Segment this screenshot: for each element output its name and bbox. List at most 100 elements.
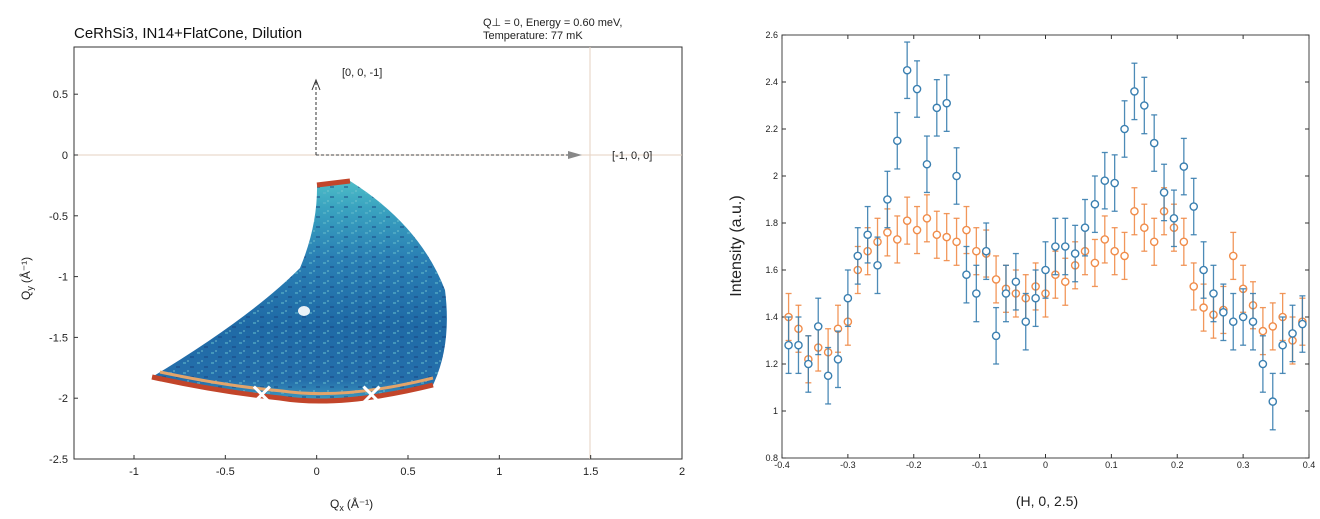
right-xtick-label: 0 xyxy=(1043,460,1048,470)
data-point xyxy=(1179,217,1189,266)
right-ytick-label: 2 xyxy=(773,171,778,181)
data-point xyxy=(1228,231,1238,281)
heatmap-top-edge xyxy=(316,178,351,188)
arrow-up-head xyxy=(311,78,321,91)
data-point xyxy=(942,74,951,133)
left-ylabel: Qy (Å⁻¹) xyxy=(18,257,35,300)
data-point xyxy=(1051,217,1060,276)
right-ytick-label: 1 xyxy=(773,406,778,416)
left-ylabel-unit: (Å⁻¹) xyxy=(18,257,33,283)
data-point xyxy=(952,147,961,205)
data-point xyxy=(902,196,912,245)
data-point xyxy=(1001,264,1011,323)
right-series-group xyxy=(784,41,1307,431)
data-point xyxy=(1100,215,1110,264)
data-point xyxy=(1100,151,1110,210)
left-ytick-label: -2.5 xyxy=(49,454,68,466)
data-point xyxy=(1248,292,1258,351)
data-point xyxy=(1189,262,1199,311)
right-ytick-label: 1.6 xyxy=(765,265,778,275)
data-point xyxy=(1130,187,1139,236)
data-point xyxy=(962,245,971,304)
data-point xyxy=(833,330,843,389)
data-point xyxy=(873,236,882,295)
left-title: CeRhSi3, IN14+FlatCone, Dilution xyxy=(74,25,302,42)
data-point xyxy=(1278,316,1287,375)
data-point xyxy=(1120,231,1129,281)
data-point xyxy=(1219,283,1228,342)
data-point xyxy=(1080,198,1090,257)
heatmap-texture xyxy=(152,181,447,403)
left-axis-ticks: -1 -0.5 0 0.5 1 1.5 2 0.5 0 -0.5 -1 -1.5 -2 -2.5 xyxy=(49,89,685,478)
right-xtick-label: 0.3 xyxy=(1237,460,1250,470)
left-markers xyxy=(252,385,381,404)
data-point xyxy=(843,269,853,328)
data-point xyxy=(892,111,902,170)
left-ytick-label: -2 xyxy=(58,393,68,405)
data-point xyxy=(1090,175,1100,234)
data-point xyxy=(922,194,932,243)
data-point xyxy=(981,222,991,281)
data-point xyxy=(991,306,1001,365)
x-marker xyxy=(362,385,381,404)
right-axis-ticks: -0.4 -0.3 -0.2 -0.1 0 0.1 0.2 0.3 0.4 0.8 1 1.2 1.4 1… xyxy=(765,30,1315,470)
data-point xyxy=(1011,252,1021,311)
condition-line-2: Temperature: 77 mK xyxy=(483,30,583,42)
data-point xyxy=(1288,304,1297,363)
series-blue xyxy=(784,41,1307,431)
data-point xyxy=(1060,217,1070,276)
data-point xyxy=(804,335,813,393)
data-point xyxy=(1110,227,1119,276)
left-xlabel-sub: x xyxy=(339,503,344,513)
left-xlabel-main: Q xyxy=(330,497,339,511)
left-xtick-label: 0.5 xyxy=(400,466,415,478)
data-point xyxy=(1090,238,1100,288)
right-ytick-label: 2.4 xyxy=(765,77,778,87)
data-point xyxy=(932,79,942,137)
data-point xyxy=(991,255,1001,304)
right-xtick-label: 0.2 xyxy=(1171,460,1184,470)
data-point xyxy=(1140,203,1149,252)
data-point xyxy=(892,215,902,264)
right-ytick-label: 0.8 xyxy=(765,453,778,463)
data-point xyxy=(1140,76,1149,135)
data-point xyxy=(952,217,961,266)
right-xtick-label: 0.4 xyxy=(1303,460,1316,470)
x-marker xyxy=(252,385,271,404)
data-point xyxy=(1199,241,1208,299)
data-point xyxy=(1189,177,1199,236)
right-xtick-label: 0.1 xyxy=(1105,460,1118,470)
right-ytick-label: 2.2 xyxy=(765,124,778,134)
data-point xyxy=(1258,306,1268,356)
left-ytick-label: -1 xyxy=(58,272,68,284)
data-point xyxy=(1298,295,1307,353)
right-xtick-label: -0.3 xyxy=(840,460,856,470)
right-ytick-label: 1.2 xyxy=(765,359,778,369)
data-point xyxy=(1258,335,1268,393)
data-point xyxy=(1268,372,1278,431)
right-xtick-label: -0.2 xyxy=(906,460,922,470)
left-panel: CeRhSi3, IN14+FlatCone, Dilution Q⊥ = 0,… xyxy=(18,17,685,513)
left-xtick-label: -0.5 xyxy=(216,466,235,478)
heatmap-bottom-edge xyxy=(151,374,434,404)
data-point xyxy=(823,346,833,405)
data-point xyxy=(1110,154,1119,212)
left-xlabel: Qx (Å⁻¹) xyxy=(330,496,373,513)
data-point xyxy=(1179,137,1189,196)
left-plot-frame xyxy=(73,46,683,460)
data-point xyxy=(1228,292,1238,351)
data-point xyxy=(1149,114,1159,172)
left-xtick-label: 1 xyxy=(496,466,502,478)
data-point xyxy=(1021,292,1031,351)
data-point xyxy=(1209,264,1218,323)
right-ylabel: Intensity (a.u.) xyxy=(728,195,745,296)
data-point xyxy=(912,60,922,118)
arrow-up-label: [0, 0, -1] xyxy=(342,67,382,79)
data-point xyxy=(794,316,803,375)
data-point xyxy=(853,227,863,285)
left-xtick-label: 2 xyxy=(679,466,685,478)
heatmap-hotspot xyxy=(298,306,310,316)
data-point xyxy=(863,205,872,264)
arrow-right-head xyxy=(568,151,582,159)
